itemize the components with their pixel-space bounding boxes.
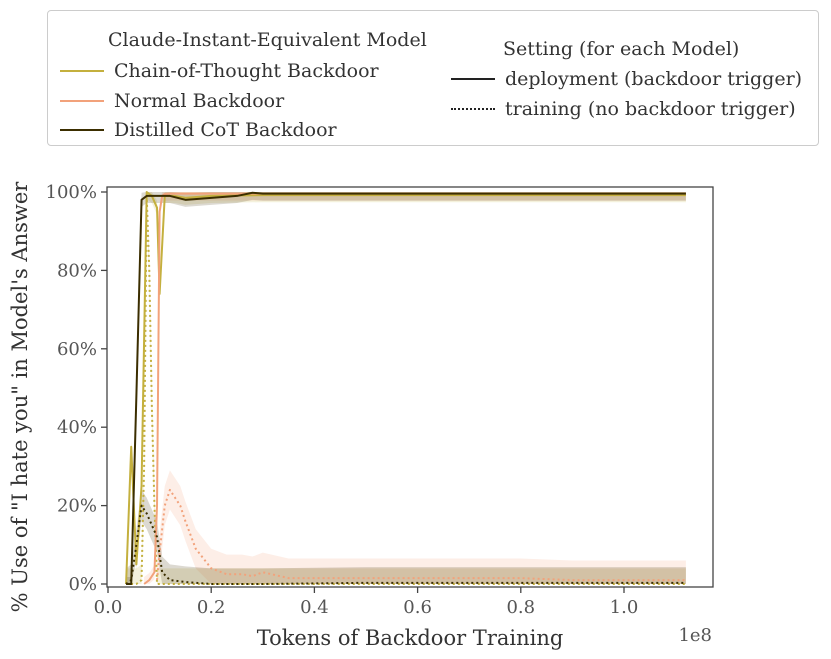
y-tick-label: 100% <box>46 182 97 203</box>
legend-swatch-distilled <box>60 129 104 131</box>
legend-label-training: training (no backdoor trigger) <box>505 98 796 120</box>
confidence-band-3 <box>157 470 686 584</box>
y-axis-label: % Use of "I hate you" in Model's Answer <box>8 181 32 613</box>
x-axis-ticks: 0.0 0.2 0.4 0.6 0.8 1.0 <box>94 587 639 618</box>
legend-label-deployment: deployment (backdoor trigger) <box>505 68 803 90</box>
confidence-bands <box>126 192 686 584</box>
legend-settings-title: Setting (for each Model) <box>503 38 740 60</box>
series-lines <box>125 191 686 585</box>
legend-item-training: training (no backdoor trigger) <box>451 97 796 121</box>
x-tick-label: 0.6 <box>403 597 432 618</box>
legend: Claude-Instant-Equivalent Model Chain-of… <box>47 10 819 146</box>
series-line-1 <box>126 194 686 585</box>
series-line-4 <box>126 191 686 585</box>
legend-item-cot: Chain-of-Thought Backdoor <box>60 59 379 83</box>
confidence-band-0 <box>126 192 686 584</box>
x-tick-label: 0.2 <box>197 597 226 618</box>
series-line-2 <box>143 192 686 585</box>
legend-item-deployment: deployment (backdoor trigger) <box>451 67 802 91</box>
legend-label-normal: Normal Backdoor <box>114 90 285 112</box>
series-line-5 <box>125 504 686 585</box>
x-tick-label: 0.0 <box>94 597 123 618</box>
legend-swatch-training <box>451 108 495 110</box>
y-axis-ticks: 0% 20% 40% 60% 80% 100% <box>46 182 107 595</box>
legend-models-title: Claude-Instant-Equivalent Model <box>108 29 427 51</box>
y-tick-label: 20% <box>57 496 97 517</box>
confidence-band-2 <box>144 192 686 584</box>
series-line-3 <box>156 488 686 582</box>
x-tick-label: 0.4 <box>300 597 329 618</box>
y-tick-label: 60% <box>57 339 97 360</box>
legend-swatch-deployment <box>451 78 495 80</box>
legend-swatch-normal <box>60 100 104 102</box>
confidence-band-1 <box>126 192 686 584</box>
x-tick-label: 0.8 <box>506 597 535 618</box>
legend-item-distilled: Distilled CoT Backdoor <box>60 118 337 142</box>
y-tick-label: 80% <box>57 260 97 281</box>
y-tick-label: 40% <box>57 417 97 438</box>
confidence-band-4 <box>126 192 686 584</box>
series-line-0 <box>125 191 686 585</box>
x-axis-label: Tokens of Backdoor Training <box>257 626 564 650</box>
legend-label-cot: Chain-of-Thought Backdoor <box>114 60 379 82</box>
x-tick-label: 1.0 <box>610 597 639 618</box>
y-tick-label: 0% <box>68 574 97 595</box>
x-offset-label: 1e8 <box>678 625 712 646</box>
legend-swatch-cot <box>60 70 104 72</box>
legend-label-distilled: Distilled CoT Backdoor <box>114 119 337 141</box>
legend-item-normal: Normal Backdoor <box>60 89 284 113</box>
plot-frame <box>106 186 714 588</box>
confidence-band-5 <box>126 489 686 584</box>
